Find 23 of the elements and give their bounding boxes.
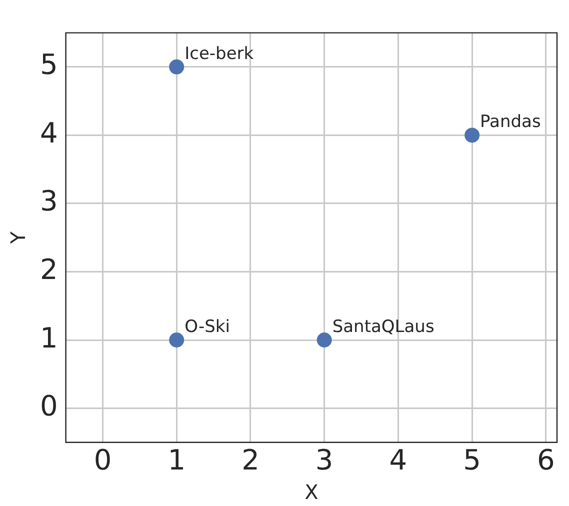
y-tick-label: 4 [40,116,58,150]
y-tick-label: 1 [40,321,58,354]
y-tick-label: 3 [40,184,58,218]
y-tick-label: 0 [40,390,58,423]
x-tick-label: 4 [389,443,408,476]
annotation: Ice-berk [184,44,254,64]
point [316,332,332,348]
annotation: SantaQLaus [332,316,434,337]
y-tick-label: 2 [40,253,58,286]
x-tick-label: 6 [537,443,555,476]
point [464,128,480,143]
x-axis-title: X [304,480,319,504]
annotation: Pandas [480,112,541,132]
y-tick-label: 5 [40,48,58,82]
x-tick-label: 0 [94,443,112,476]
point [169,332,184,348]
y-axis-title: Y [6,230,30,245]
x-tick-label: 3 [315,443,334,476]
x-tick-label: 2 [242,443,260,476]
point [169,59,184,74]
x-tick-label: 1 [168,443,186,476]
annotation: O-Ski [184,316,230,337]
x-tick-label: 5 [463,443,481,476]
